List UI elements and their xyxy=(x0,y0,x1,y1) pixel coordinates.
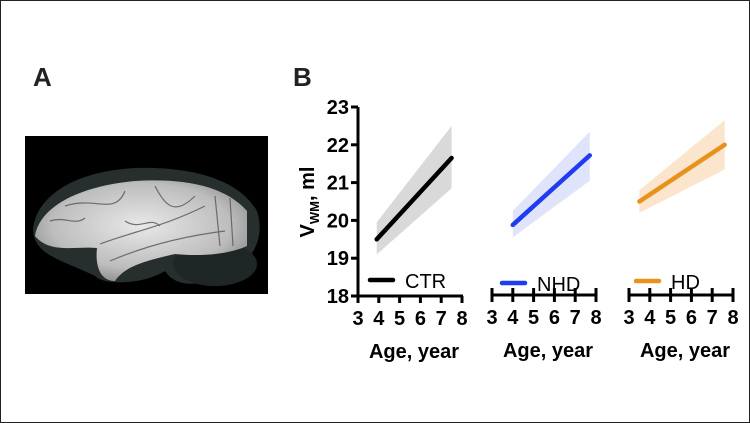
x-axis-label: Age, year xyxy=(640,340,730,362)
x-tick-label: 3 xyxy=(486,307,497,329)
regression-line-nhd xyxy=(510,153,593,228)
x-tick-label: 8 xyxy=(727,307,738,329)
y-axis-label: VWM, ml xyxy=(297,167,322,238)
y-tick-label: 22 xyxy=(327,135,349,157)
x-tick-label: 6 xyxy=(415,308,426,330)
y-tick-label: 18 xyxy=(327,286,349,308)
y-tick-label: 19 xyxy=(327,248,349,270)
x-tick-label: 8 xyxy=(456,308,467,330)
x-tick-label: 7 xyxy=(570,307,581,329)
x-tick-label: 5 xyxy=(665,307,676,329)
x-axis-label: Age, year xyxy=(369,341,459,363)
x-axis-label: Age, year xyxy=(503,340,593,362)
y-tick-label: 23 xyxy=(327,97,349,119)
panel-a-label: A xyxy=(33,62,52,92)
x-tick-label: 6 xyxy=(549,307,560,329)
legend-label-ctr: CTR xyxy=(405,271,446,293)
panel-b-label: B xyxy=(293,62,312,92)
x-tick-label: 7 xyxy=(436,308,447,330)
brain-surface-image xyxy=(25,136,268,294)
y-tick-label: 20 xyxy=(327,210,349,232)
legend-label-nhd: NHD xyxy=(537,274,580,296)
x-tick-label: 8 xyxy=(590,307,601,329)
x-tick-label: 7 xyxy=(707,307,718,329)
regression-line-ctr xyxy=(374,155,454,242)
x-tick-label: 6 xyxy=(686,307,697,329)
legend-label-hd: HD xyxy=(671,272,700,294)
regression-line-hd xyxy=(637,142,727,204)
confidence-band-ctr xyxy=(376,125,452,255)
confidence-band-nhd xyxy=(512,131,590,238)
y-tick-label: 21 xyxy=(327,173,349,195)
x-tick-label: 4 xyxy=(373,308,385,330)
x-tick-label: 4 xyxy=(507,307,519,329)
confidence-band-hd xyxy=(639,120,725,213)
x-tick-label: 5 xyxy=(394,308,405,330)
x-tick-label: 3 xyxy=(352,308,363,330)
x-tick-label: 4 xyxy=(644,307,656,329)
x-tick-label: 3 xyxy=(623,307,634,329)
x-tick-label: 5 xyxy=(528,307,539,329)
